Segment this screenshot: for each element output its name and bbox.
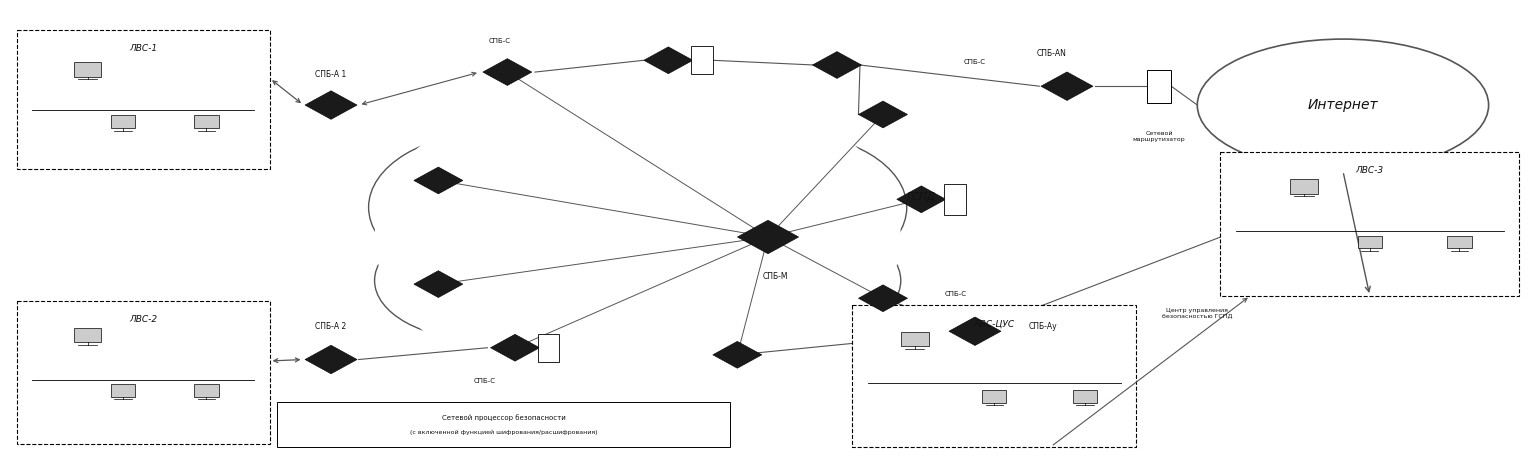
- FancyBboxPatch shape: [111, 116, 135, 128]
- FancyBboxPatch shape: [17, 30, 270, 169]
- FancyBboxPatch shape: [1358, 236, 1382, 248]
- FancyBboxPatch shape: [1072, 390, 1097, 403]
- Text: СПБ-С: СПБ-С: [473, 378, 495, 384]
- FancyBboxPatch shape: [278, 402, 730, 447]
- Polygon shape: [859, 101, 908, 128]
- Polygon shape: [713, 341, 762, 368]
- FancyBboxPatch shape: [852, 305, 1137, 447]
- Ellipse shape: [375, 221, 590, 340]
- Ellipse shape: [584, 91, 811, 217]
- Text: СПБ-А 2: СПБ-А 2: [315, 322, 347, 331]
- Text: ГСПД: ГСПД: [906, 192, 935, 202]
- Ellipse shape: [1197, 39, 1488, 171]
- FancyBboxPatch shape: [945, 184, 966, 215]
- Polygon shape: [482, 59, 531, 85]
- Polygon shape: [306, 345, 356, 374]
- Polygon shape: [813, 52, 862, 78]
- Text: СПБ-М: СПБ-М: [763, 273, 788, 282]
- Text: СПБ-С: СПБ-С: [945, 291, 966, 297]
- FancyBboxPatch shape: [1447, 236, 1471, 248]
- FancyBboxPatch shape: [982, 390, 1006, 403]
- FancyBboxPatch shape: [538, 334, 559, 362]
- Ellipse shape: [464, 91, 691, 217]
- Text: СПБ-Ау: СПБ-Ау: [1029, 322, 1057, 331]
- FancyBboxPatch shape: [74, 62, 101, 76]
- Text: ЛВС-2: ЛВС-2: [129, 315, 157, 324]
- Polygon shape: [737, 220, 799, 254]
- FancyBboxPatch shape: [194, 116, 218, 128]
- Text: ЛВС-1: ЛВС-1: [129, 44, 157, 53]
- Polygon shape: [897, 186, 946, 213]
- FancyBboxPatch shape: [74, 328, 101, 342]
- Text: СПБ-С: СПБ-С: [488, 38, 510, 44]
- Ellipse shape: [656, 132, 906, 283]
- Polygon shape: [490, 334, 539, 361]
- Polygon shape: [859, 285, 908, 312]
- Polygon shape: [413, 271, 462, 298]
- Ellipse shape: [511, 264, 763, 375]
- Text: Сетевой
маршрутизатор: Сетевой маршрутизатор: [1132, 131, 1186, 142]
- FancyBboxPatch shape: [902, 332, 929, 346]
- Polygon shape: [644, 47, 693, 74]
- Text: ЛВС-3: ЛВС-3: [1356, 166, 1384, 175]
- FancyBboxPatch shape: [194, 384, 218, 397]
- Ellipse shape: [444, 128, 833, 346]
- Ellipse shape: [369, 132, 619, 283]
- Text: Сетевой процессор безопасности: Сетевой процессор безопасности: [442, 414, 565, 421]
- Polygon shape: [1041, 72, 1094, 100]
- FancyBboxPatch shape: [1147, 70, 1172, 103]
- Ellipse shape: [375, 75, 900, 399]
- Text: СПБ-С: СПБ-С: [965, 59, 986, 65]
- Text: СПБ-А 1: СПБ-А 1: [315, 70, 347, 79]
- Text: СПБ-АN: СПБ-АN: [1037, 49, 1066, 58]
- Polygon shape: [949, 317, 1001, 346]
- Polygon shape: [413, 167, 462, 194]
- FancyBboxPatch shape: [111, 384, 135, 397]
- Text: (с включенной функцией шифрования/расшифрования): (с включенной функцией шифрования/расшиф…: [410, 430, 598, 435]
- Ellipse shape: [685, 221, 900, 340]
- FancyBboxPatch shape: [691, 46, 713, 74]
- Text: Интернет: Интернет: [1307, 98, 1378, 112]
- FancyBboxPatch shape: [17, 301, 270, 444]
- FancyBboxPatch shape: [1220, 152, 1519, 296]
- Text: ЛВС-ЦУС: ЛВС-ЦУС: [974, 319, 1015, 328]
- FancyBboxPatch shape: [1290, 179, 1318, 193]
- Text: Центр управления
безопасностью ГСПД: Центр управления безопасностью ГСПД: [1163, 308, 1232, 319]
- Polygon shape: [306, 91, 356, 119]
